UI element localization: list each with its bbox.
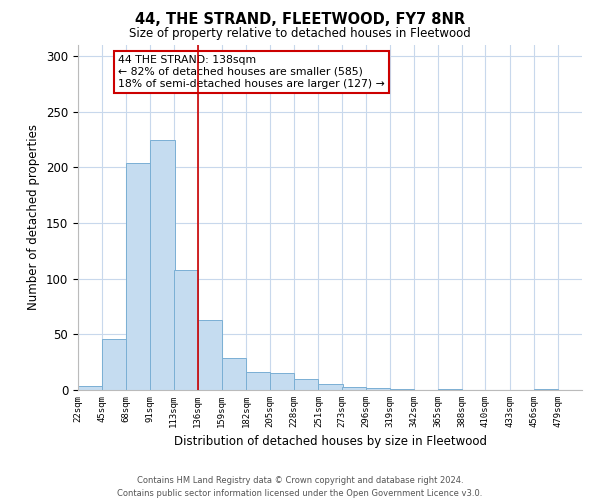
Bar — [127, 163, 151, 390]
Bar — [222, 358, 246, 390]
Y-axis label: Number of detached properties: Number of detached properties — [28, 124, 40, 310]
Bar — [534, 389, 558, 390]
Bar — [246, 372, 270, 390]
Bar — [438, 389, 462, 390]
Bar — [366, 388, 390, 390]
Bar — [198, 320, 222, 390]
Bar — [151, 140, 175, 390]
Text: Contains HM Land Registry data © Crown copyright and database right 2024.
Contai: Contains HM Land Registry data © Crown c… — [118, 476, 482, 498]
Bar — [390, 389, 414, 390]
Bar — [102, 339, 127, 390]
X-axis label: Distribution of detached houses by size in Fleetwood: Distribution of detached houses by size … — [173, 436, 487, 448]
Bar — [78, 386, 102, 390]
Bar — [341, 386, 366, 390]
Bar — [173, 270, 198, 390]
Bar — [295, 379, 319, 390]
Bar — [319, 384, 343, 390]
Text: Size of property relative to detached houses in Fleetwood: Size of property relative to detached ho… — [129, 28, 471, 40]
Bar — [270, 374, 294, 390]
Text: 44 THE STRAND: 138sqm
← 82% of detached houses are smaller (585)
18% of semi-det: 44 THE STRAND: 138sqm ← 82% of detached … — [118, 56, 385, 88]
Text: 44, THE STRAND, FLEETWOOD, FY7 8NR: 44, THE STRAND, FLEETWOOD, FY7 8NR — [135, 12, 465, 28]
